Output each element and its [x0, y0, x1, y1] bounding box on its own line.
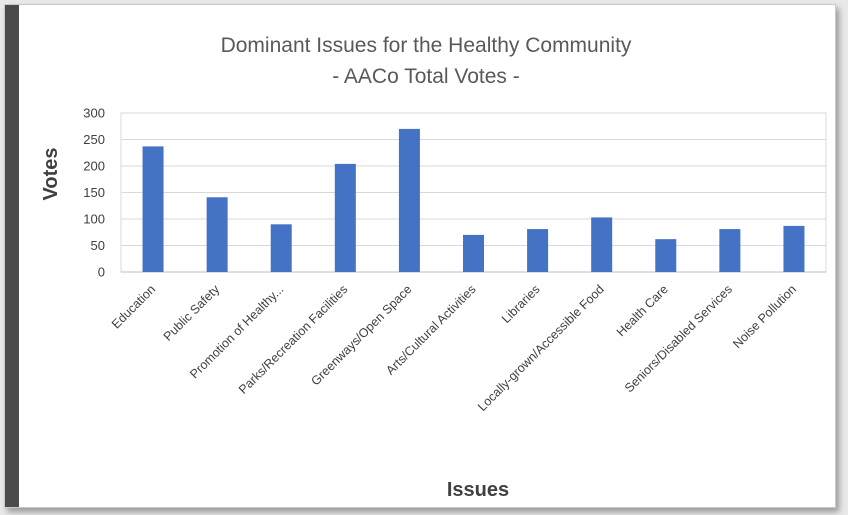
x-tick-label: Seniors/Disabled Services	[622, 282, 735, 395]
chart-title: Dominant Issues for the Healthy Communit…	[221, 34, 632, 57]
bar	[655, 239, 677, 272]
bar	[398, 128, 420, 272]
x-axis-title: Issues	[447, 479, 509, 501]
bar	[591, 217, 613, 272]
bar	[206, 197, 228, 272]
bar	[334, 163, 356, 272]
frame-left-edge	[5, 5, 19, 507]
y-tick-label: 0	[98, 265, 105, 280]
x-tick-label: Education	[109, 282, 158, 331]
y-tick-label: 200	[83, 159, 105, 174]
bars	[142, 128, 805, 272]
x-tick-label: Public Safety	[161, 282, 223, 344]
bar	[719, 229, 741, 272]
y-tick-label: 250	[83, 132, 105, 147]
y-tick-label: 300	[83, 106, 105, 121]
y-tick-label: 150	[83, 185, 105, 200]
x-tick-label: Parks/Recreation Facilities	[236, 282, 351, 397]
x-tick-label: Noise Pollution	[730, 282, 799, 351]
chart-subtitle: - AACo Total Votes -	[332, 65, 520, 88]
bar	[142, 146, 164, 272]
y-axis-title: Votes	[40, 148, 62, 201]
y-tick-label: 100	[83, 212, 105, 227]
bar	[463, 234, 484, 272]
bar	[527, 229, 549, 272]
bar	[270, 224, 292, 272]
x-tick-label: Libraries	[499, 282, 543, 326]
y-tick-label: 50	[91, 238, 105, 253]
gridlines	[121, 112, 826, 273]
x-tick-label: Health Care	[614, 282, 671, 339]
x-tick-label: Locally-grown/Accessible Food	[475, 282, 607, 414]
bar	[783, 225, 805, 272]
y-tick-labels: 0 50 100 150 200 250 300	[83, 106, 105, 280]
